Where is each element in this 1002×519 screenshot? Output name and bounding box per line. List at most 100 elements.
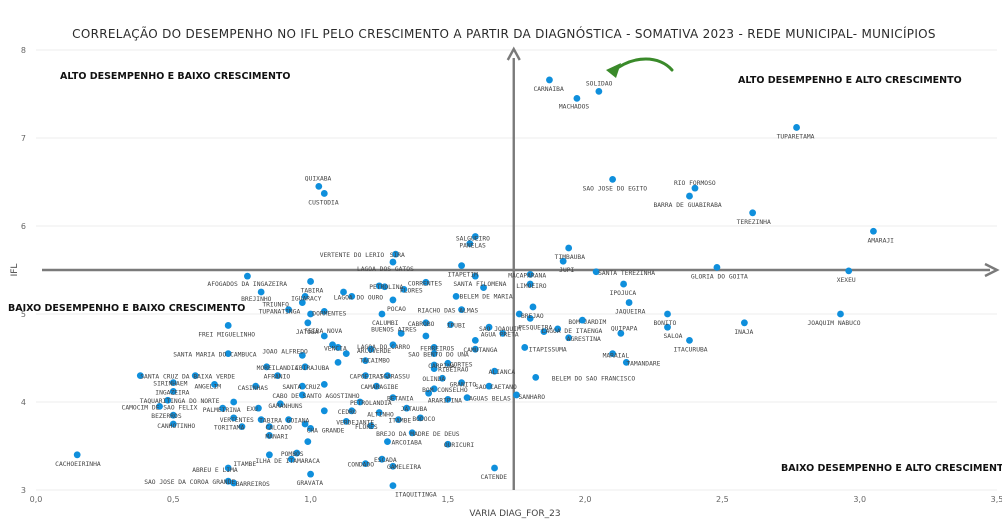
data-point — [293, 449, 301, 457]
data-point — [224, 322, 232, 329]
data-point — [265, 432, 273, 439]
data-point — [485, 323, 493, 331]
point-label: TABIRA — [301, 287, 324, 294]
point-label: MACAPARANA — [508, 272, 546, 279]
data-point — [257, 416, 265, 423]
point-label: SAO JOSE DO EGITO — [583, 185, 648, 192]
data-point — [191, 372, 199, 379]
data-point — [301, 420, 309, 428]
data-point — [257, 288, 265, 296]
data-point — [298, 391, 306, 399]
quadrant-label-bottom-right: BAIXO DESEMPENHO E ALTO CRESCIMENTO — [781, 463, 1002, 474]
point-label: SIRINHAEM — [153, 381, 187, 388]
y-axis-label: IFL — [10, 264, 20, 277]
data-point — [458, 262, 465, 269]
data-point — [156, 403, 163, 410]
data-point — [307, 425, 314, 432]
point-label: AGUA PRETA — [481, 331, 519, 338]
data-point — [301, 363, 309, 371]
data-point — [362, 372, 369, 379]
data-point — [384, 438, 391, 445]
data-point — [444, 440, 452, 448]
point-label: SANHARO — [519, 394, 546, 401]
point-label: PETROLINA — [369, 284, 403, 291]
data-point — [691, 184, 699, 192]
point-label: LIMOEIRO — [516, 283, 547, 290]
point-label: ITAPETIM — [448, 272, 479, 279]
data-point — [559, 257, 567, 265]
data-point — [342, 350, 350, 357]
point-label: AGUAS BELAS — [469, 396, 511, 403]
point-label: SAO CAETANO — [475, 384, 517, 391]
point-label: ABREU E LIMA — [192, 467, 238, 474]
point-label: BETANIA — [387, 396, 414, 403]
y-tick-label: 7 — [21, 134, 26, 143]
data-point — [480, 284, 487, 291]
data-point — [578, 316, 586, 324]
data-point — [425, 389, 433, 397]
quadrant-label-bottom-left: BAIXO DESEMPENHO E BAIXO CRESCIMENTO — [8, 303, 245, 314]
point-label: VERTENTE DO LERIO — [320, 252, 385, 259]
point-label: SOLIDAO — [586, 80, 613, 87]
point-label: IGUARACY — [291, 295, 322, 302]
chart-title: CORRELAÇÃO DO DESEMPENHO NO IFL PELO CRE… — [72, 26, 936, 41]
point-label: JATAUBA — [401, 406, 428, 413]
data-point — [554, 325, 562, 333]
point-label: GOIANA — [287, 418, 310, 425]
point-label: ESCADA — [374, 457, 397, 464]
data-point — [471, 337, 479, 344]
point-label: TIMBAUBA — [555, 254, 586, 261]
data-point — [255, 404, 262, 412]
data-point — [367, 422, 375, 430]
point-label: MANARI — [265, 433, 288, 440]
point-label: JOAQUIM NABUCO — [807, 320, 860, 327]
data-point — [230, 414, 238, 422]
data-point — [320, 307, 328, 315]
quadrant-label-top-left: ALTO DESEMPENHO E BAIXO CRESCIMENTO — [60, 71, 290, 82]
data-point — [389, 296, 397, 304]
data-point — [378, 455, 386, 463]
point-label: SANTA MARIA DO CAMBUCA — [173, 352, 257, 359]
point-label: IPOJUCA — [610, 290, 637, 297]
data-point — [713, 263, 721, 271]
point-label: INGAZEIRA — [155, 389, 189, 396]
data-point — [389, 394, 397, 401]
point-label: TUPANATINGA — [259, 309, 301, 316]
point-label: CABO DE SANTO AGOSTINHO — [272, 393, 359, 400]
data-point — [540, 328, 548, 335]
data-point — [252, 382, 260, 390]
point-label: CAMOCIM DE SAO FELIX — [122, 404, 198, 411]
data-point — [471, 233, 479, 240]
data-point — [532, 373, 540, 381]
point-label: VERTENTES — [220, 417, 254, 424]
data-point — [334, 359, 342, 366]
data-point — [444, 359, 452, 367]
data-point — [224, 464, 232, 472]
x-tick-label: 2,0 — [579, 495, 592, 504]
data-point — [285, 306, 293, 313]
data-point — [515, 310, 523, 318]
data-point — [224, 477, 232, 485]
data-point — [430, 365, 438, 372]
point-label: GARANHUNS — [268, 403, 302, 410]
point-label: SALOA — [664, 333, 683, 340]
point-label: ITAMBE — [233, 461, 256, 468]
data-point — [307, 470, 314, 478]
data-point — [573, 95, 581, 102]
point-label: CAPOEIRAS — [349, 374, 383, 381]
point-label: FEIRA NOVA — [304, 328, 342, 335]
highlight-arrow-head — [606, 63, 621, 78]
data-point — [422, 278, 430, 286]
data-point — [417, 414, 424, 422]
data-point — [526, 280, 534, 288]
point-label: TAQUARITINGA DO NORTE — [140, 398, 220, 405]
point-label: PALMEIRINA — [203, 407, 241, 414]
point-label: BONITO — [654, 320, 677, 327]
point-label: CARNAIBA — [533, 86, 564, 93]
data-point — [230, 398, 238, 406]
point-label: AMARAJI — [867, 237, 894, 244]
x-tick-label: 0,5 — [167, 495, 180, 504]
data-point — [307, 278, 314, 285]
data-point — [837, 310, 844, 318]
